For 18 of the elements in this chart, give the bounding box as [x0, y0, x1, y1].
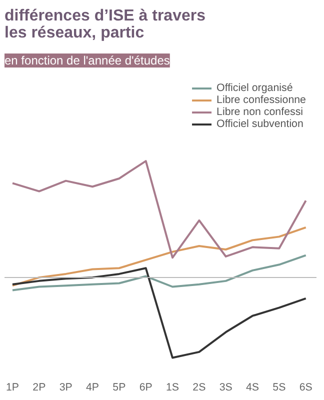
x-tick-label: 1S [166, 382, 180, 394]
legend-label: Libre confessionne [216, 94, 306, 106]
chart-subtitle: en fonction de l'année d'études [4, 54, 170, 68]
x-tick-label: 2S [192, 382, 206, 394]
legend-label: Officiel subvention [216, 118, 304, 130]
x-tick-label: 3P [59, 382, 72, 394]
x-tick-label: 5S [272, 382, 286, 394]
x-tick-label: 3S [219, 382, 232, 394]
x-tick-label: 4P [86, 382, 100, 394]
x-tick-label: 6P [139, 382, 152, 394]
x-tick-label: 2P [32, 382, 46, 394]
legend-label: Libre non confessi [216, 106, 304, 118]
x-tick-label: 6S [299, 382, 312, 394]
legend-label: Officiel organisé [216, 82, 293, 94]
x-tick-label: 5P [112, 382, 126, 394]
chart-title: différences d’ISE à travers les réseaux, partic [4, 8, 206, 42]
x-tick-label: 1P [6, 382, 20, 394]
x-tick-label: 4S [246, 382, 260, 394]
